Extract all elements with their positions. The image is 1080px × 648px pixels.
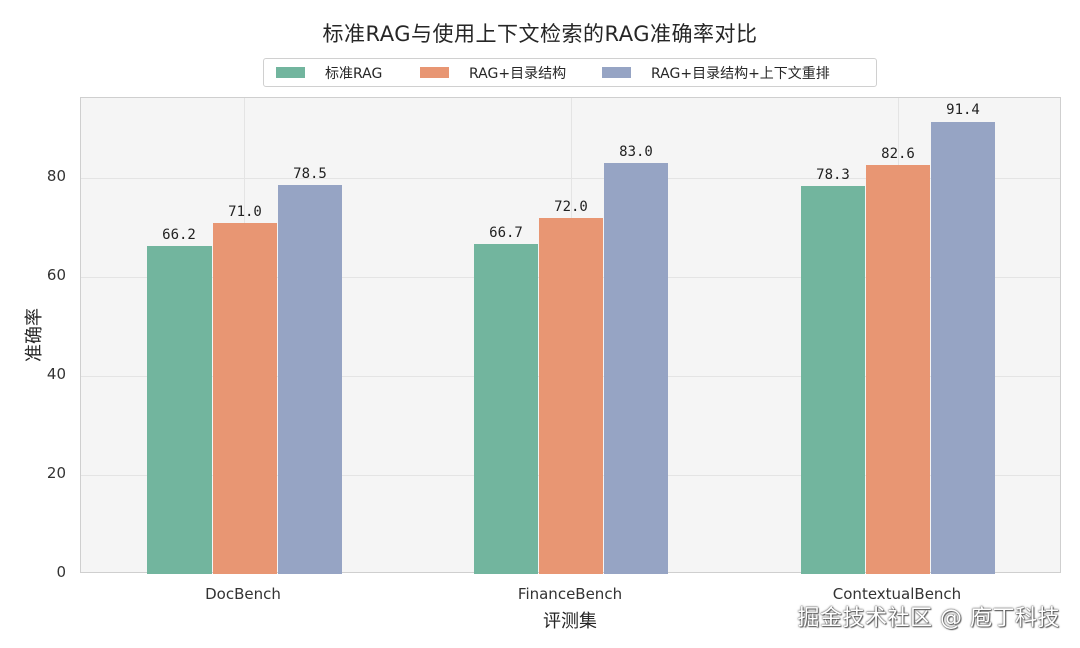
chart-title: 标准RAG与使用上下文检索的RAG准确率对比 xyxy=(322,22,758,46)
bar-contextualbench-rag-toc-rerank xyxy=(931,122,995,574)
x-tick-financebench: FinanceBench xyxy=(517,585,623,603)
legend-swatch xyxy=(276,67,305,78)
bar-value-label: 78.3 xyxy=(816,167,850,183)
y-tick-60: 60 xyxy=(46,266,66,284)
legend-swatch xyxy=(602,67,631,78)
bar-financebench-rag-toc-rerank xyxy=(604,163,668,574)
y-tick-40: 40 xyxy=(46,365,66,383)
legend-label: 标准RAG xyxy=(325,65,383,82)
gridline-80 xyxy=(81,178,1060,179)
y-axis-label: 准确率 xyxy=(24,308,45,362)
bar-value-label: 72.0 xyxy=(554,199,588,215)
chart-legend: 标准RAG RAG+目录结构 RAG+目录结构+上下文重排 xyxy=(263,58,877,87)
watermark: 掘金技术社区 @ 庖丁科技 xyxy=(797,606,1060,631)
bar-value-label: 66.7 xyxy=(489,225,523,241)
legend-label: RAG+目录结构 xyxy=(469,65,567,82)
legend-item-rag-toc-rerank: RAG+目录结构+上下文重排 xyxy=(602,59,830,86)
x-axis-label: 评测集 xyxy=(543,611,597,632)
bar-docbench-rag-toc-rerank xyxy=(278,185,342,574)
legend-swatch xyxy=(420,67,449,78)
y-tick-20: 20 xyxy=(46,464,66,482)
bar-contextualbench-standard-rag xyxy=(801,186,865,574)
bar-value-label: 91.4 xyxy=(946,102,980,118)
plot-area: 66.2 71.0 78.5 66.7 72.0 83.0 78.3 82.6 … xyxy=(80,97,1061,574)
legend-item-rag-toc: RAG+目录结构 xyxy=(420,59,566,86)
bar-value-label: 82.6 xyxy=(881,146,915,162)
bar-value-label: 83.0 xyxy=(619,144,653,160)
bar-financebench-rag-toc xyxy=(539,218,603,574)
y-tick-80: 80 xyxy=(46,167,66,185)
legend-item-standard-rag: 标准RAG xyxy=(276,59,382,86)
bar-financebench-standard-rag xyxy=(474,244,538,574)
x-tick-contextualbench: ContextualBench xyxy=(832,585,962,603)
bar-docbench-rag-toc xyxy=(213,223,277,574)
x-tick-docbench: DocBench xyxy=(205,585,281,603)
legend-label: RAG+目录结构+上下文重排 xyxy=(651,65,830,82)
bar-value-label: 71.0 xyxy=(228,204,262,220)
bar-docbench-standard-rag xyxy=(147,246,212,574)
bar-contextualbench-rag-toc xyxy=(866,165,930,574)
bar-value-label: 66.2 xyxy=(162,227,196,243)
y-tick-0: 0 xyxy=(56,563,66,581)
bar-value-label: 78.5 xyxy=(293,166,327,182)
